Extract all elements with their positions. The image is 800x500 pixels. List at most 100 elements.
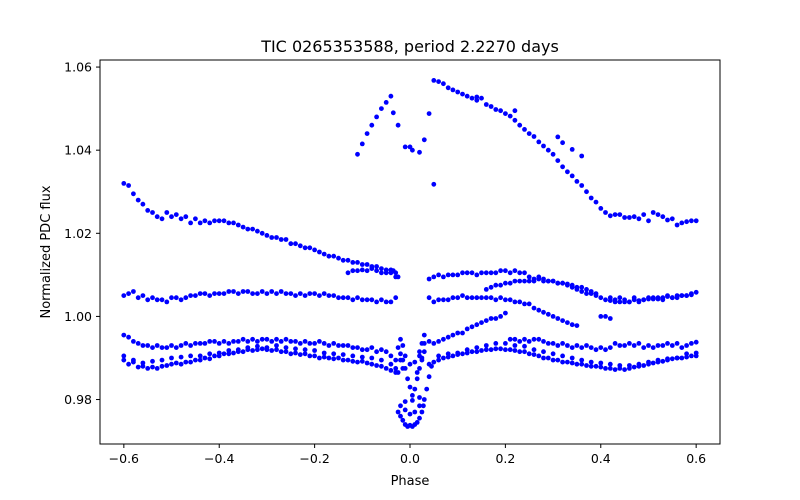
data-point [126,291,131,296]
data-point [426,339,432,344]
data-point [612,367,618,372]
data-point [579,345,585,350]
data-point [424,386,430,392]
data-point [340,357,346,363]
data-point [469,295,475,301]
data-point [202,355,208,361]
data-point [369,345,375,350]
data-point [274,347,279,353]
data-point [464,93,470,99]
data-point [498,108,503,114]
data-point [154,343,160,348]
data-point [250,348,256,353]
data-point [393,295,399,301]
data-point [479,320,484,325]
data-point [398,336,403,342]
data-point [684,219,689,225]
data-point [331,356,337,362]
data-point [622,215,627,220]
data-point [274,291,279,296]
data-point [255,343,260,349]
data-point [293,346,298,352]
data-point [355,268,360,274]
data-point [312,353,317,359]
data-point [636,361,642,367]
data-point [464,270,470,276]
data-point [421,403,426,409]
data-point [317,339,322,344]
data-point [400,366,406,371]
data-point [603,297,608,303]
data-point [636,298,642,303]
data-point [588,345,594,350]
data-point [178,216,184,222]
data-point [493,316,499,321]
data-point [669,295,675,301]
data-point [598,364,604,370]
data-point [395,122,401,128]
data-point [419,357,425,363]
data-point [135,295,141,301]
data-point [493,107,499,112]
data-point [693,289,699,295]
data-point [512,108,518,114]
data-point [507,270,513,276]
data-point [469,349,475,355]
data-point [250,226,256,232]
data-point [183,359,189,365]
data-point [135,364,141,370]
data-point [364,297,370,303]
data-point [455,89,461,95]
data-point [646,296,651,302]
data-point [193,341,198,346]
data-point [584,189,589,195]
y-tick-label: 1.06 [64,60,92,75]
data-point [169,361,174,367]
data-point [545,311,551,317]
data-point [140,343,146,348]
data-point [684,351,689,357]
data-point [269,289,275,294]
y-tick-label: 1.04 [64,143,92,158]
data-point [488,347,494,353]
data-point [498,282,503,288]
data-point [517,278,523,284]
data-point [364,360,370,366]
data-point [560,318,565,323]
data-point [359,262,365,267]
data-point [121,293,127,298]
data-point [593,199,599,205]
data-point [259,289,265,294]
data-point [603,314,608,319]
data-point [345,343,351,348]
y-axis-label: Normalized PDC flux [39,185,54,318]
data-point [555,343,561,348]
x-tick-label: 0.0 [400,451,420,466]
data-point [293,350,298,356]
data-point [684,343,689,348]
data-point [288,241,294,247]
data-point [445,351,451,357]
data-point [498,314,503,319]
data-point [188,343,194,348]
data-point [288,291,294,296]
data-point [617,212,623,218]
data-point [526,339,532,344]
data-point [274,336,279,342]
data-point [665,341,670,346]
data-point [441,355,446,361]
data-point [503,347,508,353]
data-point [250,336,256,342]
data-point [317,293,322,298]
data-point [536,336,542,342]
data-point [336,343,341,348]
data-point [579,183,585,188]
data-point [202,218,208,224]
data-point [636,341,642,346]
data-point [560,280,565,286]
data-point [364,131,370,137]
data-point [288,351,294,357]
chart-title: TIC 0265353588, period 2.2270 days [260,37,559,56]
data-point [278,289,284,294]
